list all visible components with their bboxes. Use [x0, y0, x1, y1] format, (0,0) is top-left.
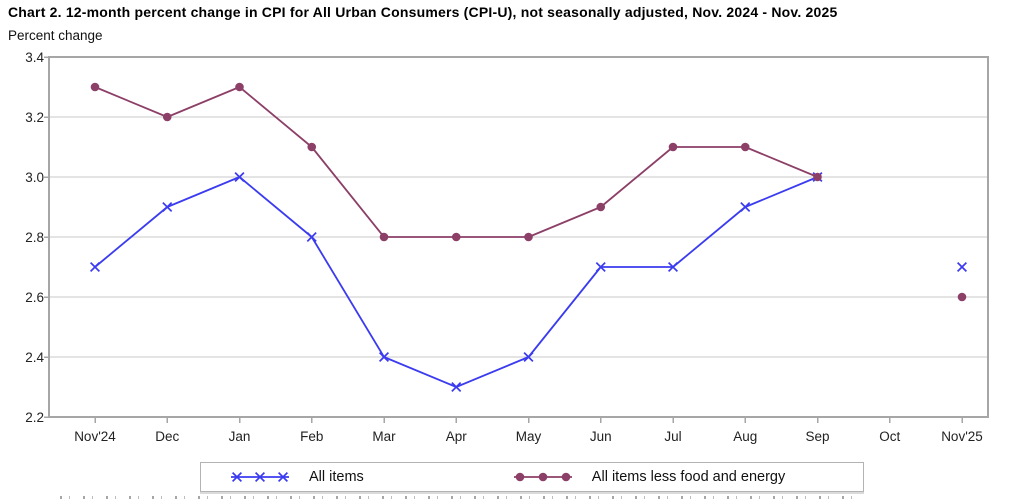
core-line-sample — [513, 472, 572, 482]
x-tick-label: Sep — [805, 429, 829, 444]
data-point-marker[interactable] — [277, 471, 289, 483]
data-point-marker[interactable] — [234, 171, 245, 183]
data-point-marker[interactable] — [254, 471, 266, 483]
y-tick-label: 2.8 — [25, 230, 44, 245]
data-point-marker[interactable] — [561, 472, 571, 482]
chart-title: Chart 2. 12-month percent change in CPI … — [8, 4, 838, 20]
x-tick-label: Mar — [372, 429, 396, 444]
y-tick-label: 3.0 — [25, 170, 44, 185]
data-point-marker[interactable] — [515, 472, 525, 482]
y-tick-label: 3.2 — [25, 110, 44, 125]
data-point-marker[interactable] — [231, 471, 243, 483]
x-tick-label: Aug — [733, 429, 757, 444]
all-items-line-sample — [231, 471, 289, 483]
y-tick-label: 2.2 — [25, 410, 44, 425]
x-tick-label: Dec — [155, 429, 179, 444]
series-line-0 — [95, 177, 962, 387]
y-tick-label: 2.6 — [25, 290, 44, 305]
data-point-marker[interactable] — [379, 232, 389, 242]
y-tick-label: 2.4 — [25, 350, 44, 365]
x-tick-label: Feb — [300, 429, 323, 444]
plot-area[interactable]: 2.2 2.4 2.6 2.8 3.0 3.2 3.4 Nov'24 Dec Jan Feb Mar A… — [0, 44, 1024, 456]
data-point-marker[interactable] — [740, 142, 750, 152]
data-point-marker[interactable] — [162, 201, 173, 213]
data-point-marker[interactable] — [538, 472, 548, 482]
data-point-marker[interactable] — [596, 202, 606, 212]
data-point-marker[interactable] — [306, 231, 317, 243]
data-point-marker[interactable] — [451, 232, 461, 242]
y-tick-label: 3.4 — [25, 50, 44, 65]
x-tick-label: Nov'24 — [74, 429, 116, 444]
data-point-marker[interactable] — [668, 142, 678, 152]
data-point-marker[interactable] — [524, 232, 533, 242]
data-point-marker[interactable] — [90, 82, 100, 92]
x-tick-label: Oct — [879, 429, 900, 444]
plot-border — [48, 56, 989, 418]
data-point-marker[interactable] — [451, 381, 462, 393]
data-point-marker[interactable] — [378, 351, 390, 363]
data-point-marker[interactable] — [235, 82, 244, 92]
legend-label-all-items: All items — [309, 469, 364, 485]
data-point-marker[interactable] — [162, 112, 172, 122]
y-axis-title: Percent change — [8, 28, 103, 43]
data-point-marker[interactable] — [667, 261, 679, 273]
legend: All items All items less food and energy — [200, 462, 864, 492]
data-point-marker[interactable] — [523, 351, 534, 363]
data-point-marker[interactable] — [956, 261, 968, 273]
x-tick-label: Jan — [229, 429, 251, 444]
data-point-marker[interactable] — [307, 142, 317, 152]
data-point-marker[interactable] — [595, 261, 606, 273]
x-tick-label: Nov'25 — [941, 429, 983, 444]
x-tick-label: May — [516, 429, 542, 444]
legend-item-core[interactable]: All items less food and energy — [512, 469, 785, 485]
x-tick-label: Jul — [664, 429, 681, 444]
data-point-marker[interactable] — [740, 201, 751, 213]
legend-item-all-items[interactable]: All items — [229, 469, 364, 485]
legend-label-core: All items less food and energy — [591, 469, 786, 485]
data-point-marker[interactable] — [813, 172, 822, 182]
data-point-marker[interactable] — [957, 292, 967, 302]
x-tick-label: Apr — [446, 429, 468, 444]
clipped-footer-text — [60, 496, 855, 499]
data-point-marker[interactable] — [89, 261, 101, 273]
series-line-1 — [95, 87, 962, 297]
x-tick-label: Jun — [590, 429, 612, 444]
